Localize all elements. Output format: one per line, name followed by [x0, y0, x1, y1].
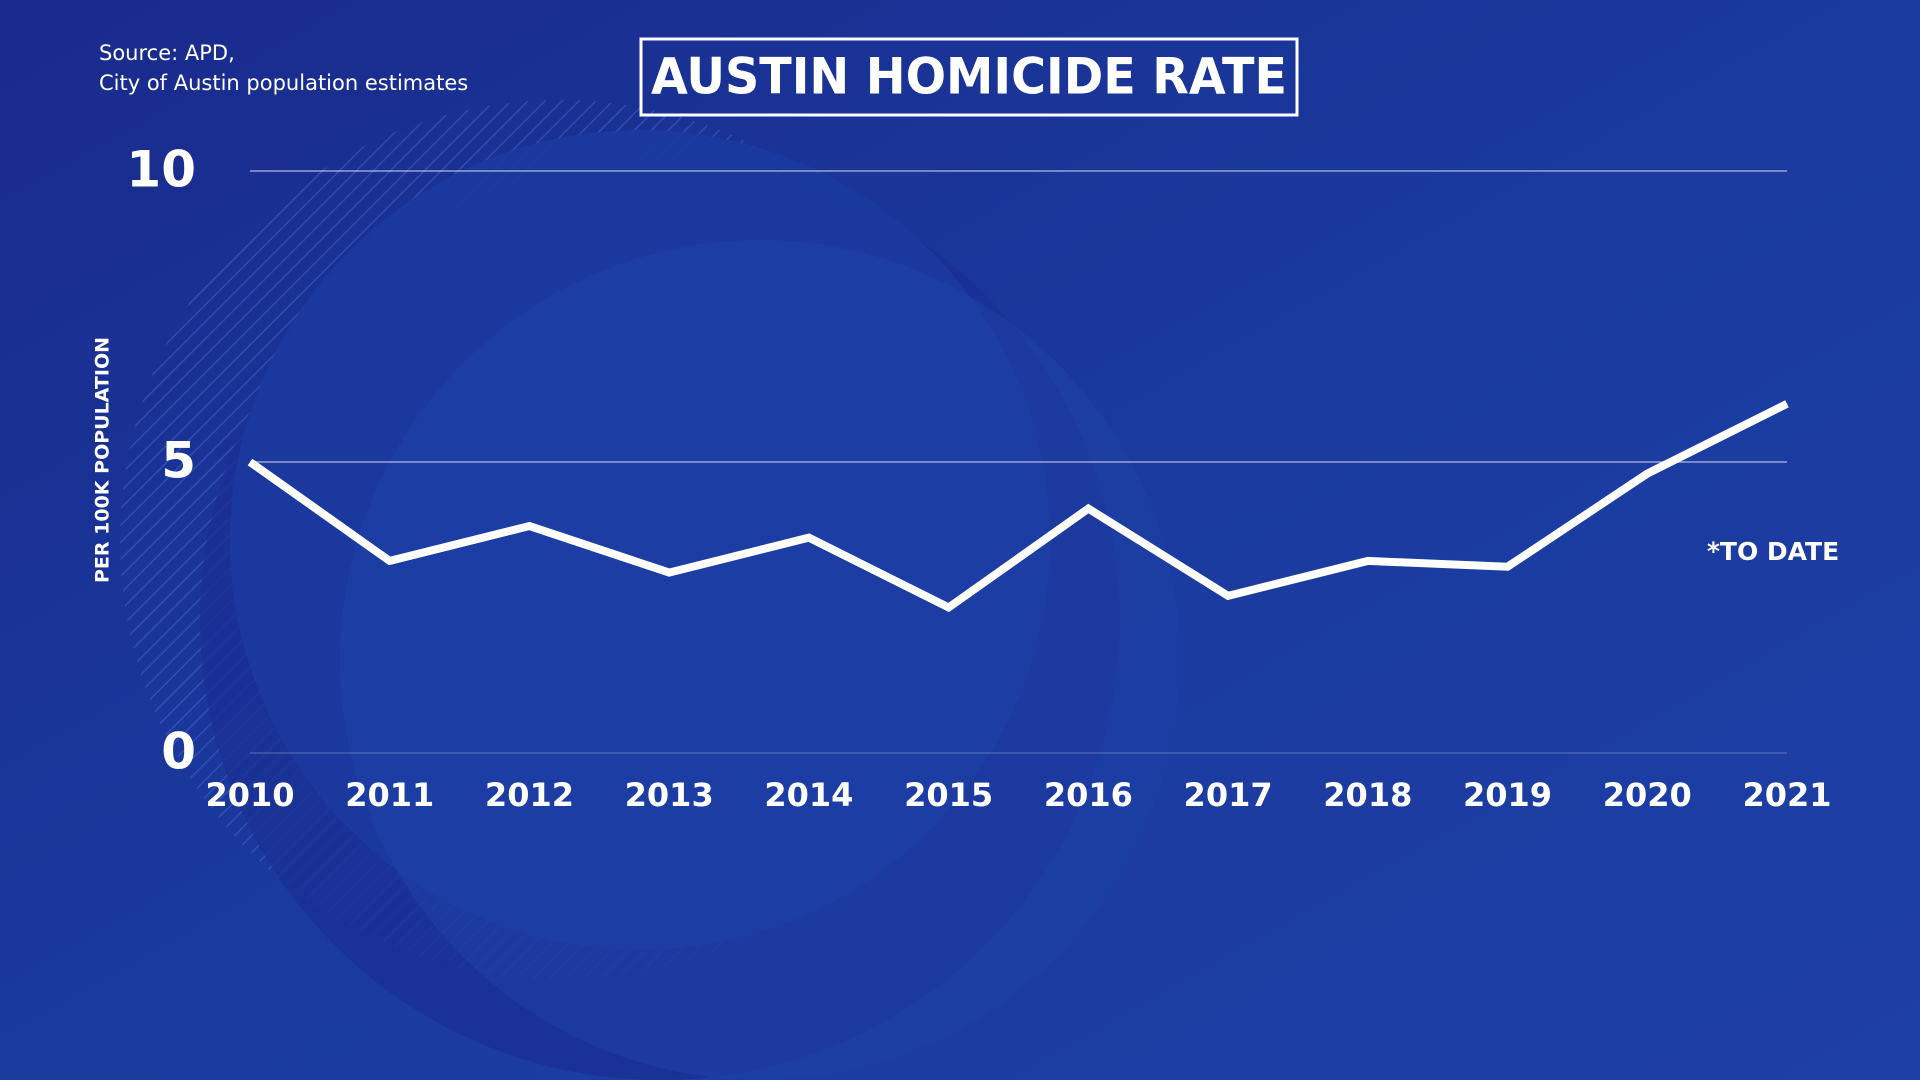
- x-tick-label: 2011: [345, 776, 434, 814]
- x-tick-label: 2021: [1742, 776, 1831, 814]
- data-line: [247, 400, 1789, 613]
- annotation: *TO DATE: [1707, 537, 1839, 566]
- title-box: [639, 37, 1299, 117]
- x-tick-label: 2012: [485, 776, 574, 814]
- source-line: City of Austin population estimates: [99, 71, 468, 95]
- x-tick-label: 2016: [1044, 776, 1133, 814]
- x-tick-label: 2019: [1463, 776, 1552, 814]
- x-tick-label: 2017: [1184, 776, 1273, 814]
- x-tick-label: 2013: [625, 776, 714, 814]
- decor-circle-inner: [340, 240, 1180, 1080]
- x-tick-label: 2018: [1323, 776, 1412, 814]
- y-axis-label: PER 100K POPULATION: [92, 337, 114, 583]
- x-tick-label: 2015: [904, 776, 993, 814]
- source-line: Source: APD,: [99, 41, 235, 65]
- y-tick-label: 10: [126, 141, 196, 199]
- y-tick-label: 0: [161, 723, 196, 781]
- x-tick-label: 2020: [1603, 776, 1692, 814]
- y-tick-label: 5: [161, 432, 196, 490]
- chart-title: AUSTIN HOMICIDE RATE: [651, 48, 1287, 106]
- x-tick-label: 2014: [764, 776, 853, 814]
- x-tick-label: 2010: [205, 776, 294, 814]
